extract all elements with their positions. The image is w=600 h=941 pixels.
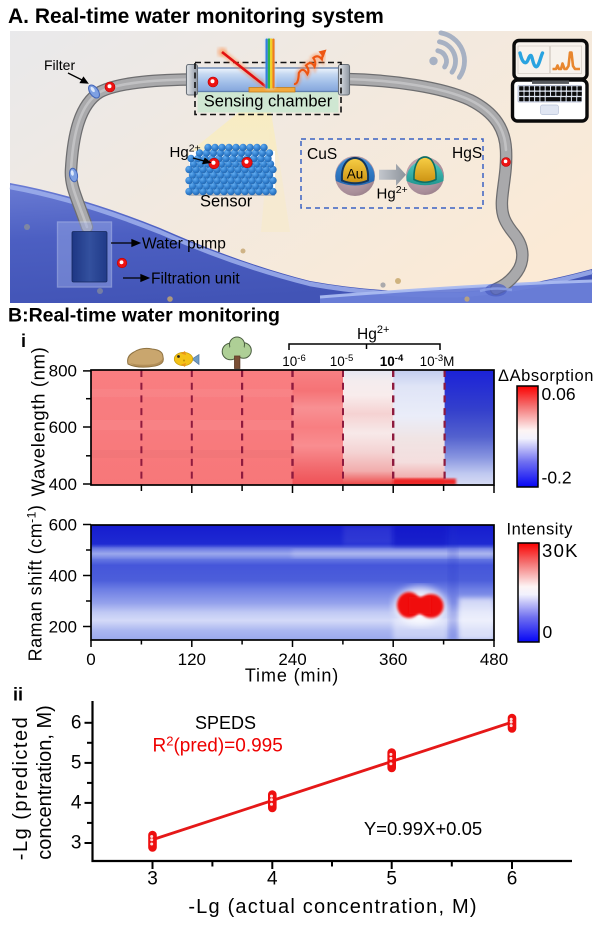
- svg-text:10-3M: 10-3M: [420, 353, 455, 369]
- svg-text:concentration, M): concentration, M): [34, 705, 56, 860]
- svg-text:480: 480: [480, 650, 508, 669]
- svg-text:600: 600: [49, 418, 77, 437]
- svg-text:3: 3: [71, 833, 82, 854]
- svg-text:Wavelength (nm): Wavelength (nm): [28, 347, 49, 497]
- svg-text:400: 400: [49, 566, 77, 585]
- svg-text:10-6: 10-6: [282, 353, 305, 369]
- svg-text:5: 5: [71, 753, 82, 774]
- svg-text:ii: ii: [13, 685, 23, 705]
- svg-text:0: 0: [86, 650, 95, 669]
- svg-text:-Lg (predicted: -Lg (predicted: [10, 716, 32, 860]
- svg-text:30K: 30K: [542, 540, 579, 561]
- svg-text:Water pump: Water pump: [142, 236, 226, 253]
- svg-text:i: i: [21, 331, 26, 351]
- svg-text:-0.2: -0.2: [542, 468, 572, 488]
- svg-text:Filtration unit: Filtration unit: [151, 271, 240, 288]
- svg-text:Sensor: Sensor: [200, 193, 253, 211]
- svg-text:CuS: CuS: [307, 146, 337, 163]
- svg-text:600: 600: [49, 515, 77, 534]
- svg-text:R2(pred)=0.995: R2(pred)=0.995: [153, 734, 283, 757]
- svg-text:5: 5: [386, 869, 397, 890]
- svg-text:4: 4: [71, 793, 82, 814]
- svg-text:Filter: Filter: [44, 57, 75, 73]
- svg-text:ΔAbsorption: ΔAbsorption: [498, 367, 594, 385]
- svg-text:3: 3: [147, 869, 158, 890]
- svg-text:Raman shift (cm-1): Raman shift (cm-1): [25, 505, 46, 662]
- svg-text:B:Real-time water monitoring: B:Real-time water monitoring: [8, 305, 280, 327]
- svg-text:4: 4: [267, 869, 278, 890]
- svg-text:800: 800: [49, 362, 77, 381]
- svg-text:6: 6: [71, 712, 82, 733]
- svg-text:-Lg (actual concentration, M): -Lg (actual concentration, M): [188, 896, 477, 918]
- svg-text:Hg2+: Hg2+: [357, 324, 389, 343]
- svg-text:0: 0: [543, 622, 553, 642]
- svg-text:6: 6: [507, 869, 518, 890]
- svg-text:400: 400: [49, 475, 77, 494]
- svg-text:Intensity: Intensity: [507, 521, 574, 539]
- svg-text:Au: Au: [347, 167, 364, 182]
- svg-text:SPEDS: SPEDS: [195, 713, 256, 733]
- svg-text:10-5: 10-5: [330, 353, 353, 369]
- svg-text:Y=0.99X+0.05: Y=0.99X+0.05: [364, 818, 482, 839]
- svg-text:360: 360: [379, 650, 407, 669]
- svg-text:10-4: 10-4: [380, 353, 404, 369]
- svg-text:0.06: 0.06: [542, 384, 576, 404]
- svg-text:Sensing chamber: Sensing chamber: [204, 93, 333, 111]
- svg-text:120: 120: [178, 650, 206, 669]
- svg-text:HgS: HgS: [452, 145, 482, 162]
- svg-text:Time (min): Time (min): [245, 666, 339, 686]
- svg-text:240: 240: [278, 650, 306, 669]
- svg-text:200: 200: [49, 617, 77, 636]
- svg-text:A. Real-time water monitoring: A. Real-time water monitoring system: [8, 5, 384, 28]
